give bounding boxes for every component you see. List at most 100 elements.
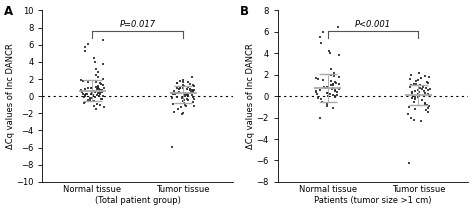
Point (91, 95, 99, 99)
Point (422, 86, 429, 89)
Point (421, 91, 429, 95)
Point (411, 98, 419, 101)
Point (93, 88, 100, 91)
Point (86, 96, 93, 100)
Point (184, 80, 192, 83)
Point (81, 100, 89, 104)
Point (190, 105, 198, 108)
Point (81, 95, 88, 99)
Point (424, 111, 432, 114)
Point (420, 95, 428, 98)
Point (176, 87, 183, 90)
Point (184, 99, 191, 102)
Point (333, 82, 340, 85)
Point (328, 68, 335, 71)
Point (81, 46, 89, 49)
Text: P=0.017: P=0.017 (120, 20, 156, 29)
Point (92, 85, 100, 88)
Point (408, 116, 415, 119)
Point (326, 92, 334, 96)
Point (175, 88, 182, 91)
Point (82, 49, 89, 52)
Point (406, 77, 414, 81)
Point (335, 83, 342, 86)
Point (183, 88, 191, 91)
Point (331, 96, 339, 99)
Point (96, 82, 103, 85)
Point (174, 107, 182, 111)
Point (406, 85, 413, 88)
X-axis label: (Total patient group): (Total patient group) (95, 196, 181, 206)
Point (87, 87, 95, 90)
Point (336, 87, 343, 90)
Point (100, 77, 107, 81)
Point (416, 93, 423, 97)
Point (186, 88, 193, 91)
Point (100, 106, 108, 109)
Point (168, 96, 176, 100)
Point (89, 89, 96, 93)
Point (92, 67, 100, 70)
Point (408, 97, 416, 100)
Point (169, 91, 176, 94)
Y-axis label: ΔCq values of lnc DANCR: ΔCq values of lnc DANCR (246, 43, 255, 149)
Point (407, 73, 414, 76)
Point (175, 90, 183, 93)
Point (415, 71, 423, 74)
Point (88, 96, 96, 100)
Point (415, 96, 422, 99)
Point (422, 108, 430, 112)
Point (84, 42, 92, 46)
Point (82, 92, 90, 95)
Point (412, 80, 419, 83)
Point (94, 85, 101, 88)
Point (94, 91, 101, 94)
Point (424, 82, 432, 85)
Point (176, 79, 183, 83)
Point (329, 86, 337, 89)
Point (94, 76, 102, 79)
Point (328, 87, 336, 90)
Point (417, 76, 425, 80)
Point (188, 94, 195, 97)
Point (184, 93, 191, 96)
Point (404, 113, 411, 116)
Point (317, 35, 324, 39)
Point (316, 88, 324, 91)
Point (185, 85, 192, 88)
Point (88, 93, 95, 96)
Point (319, 78, 327, 82)
Point (317, 98, 325, 101)
Point (334, 25, 342, 28)
Point (92, 73, 100, 76)
Point (317, 41, 325, 44)
Point (329, 106, 337, 110)
Point (179, 83, 187, 87)
Point (313, 90, 320, 93)
Point (90, 94, 97, 97)
Point (170, 89, 178, 93)
Point (84, 99, 92, 102)
Point (180, 84, 188, 88)
Point (94, 84, 101, 88)
Point (425, 92, 432, 96)
Point (410, 118, 418, 121)
Point (314, 97, 322, 100)
Point (77, 89, 85, 93)
Point (190, 100, 197, 104)
Point (95, 88, 103, 91)
Point (415, 88, 422, 91)
Point (96, 92, 103, 95)
Point (320, 85, 328, 88)
Point (93, 94, 101, 97)
Point (331, 81, 339, 84)
Point (419, 85, 427, 88)
Point (316, 116, 324, 119)
Point (190, 84, 198, 88)
Point (425, 104, 433, 107)
Point (425, 93, 433, 97)
Point (170, 92, 177, 95)
Point (189, 95, 197, 99)
Point (91, 60, 99, 64)
Point (180, 81, 187, 84)
